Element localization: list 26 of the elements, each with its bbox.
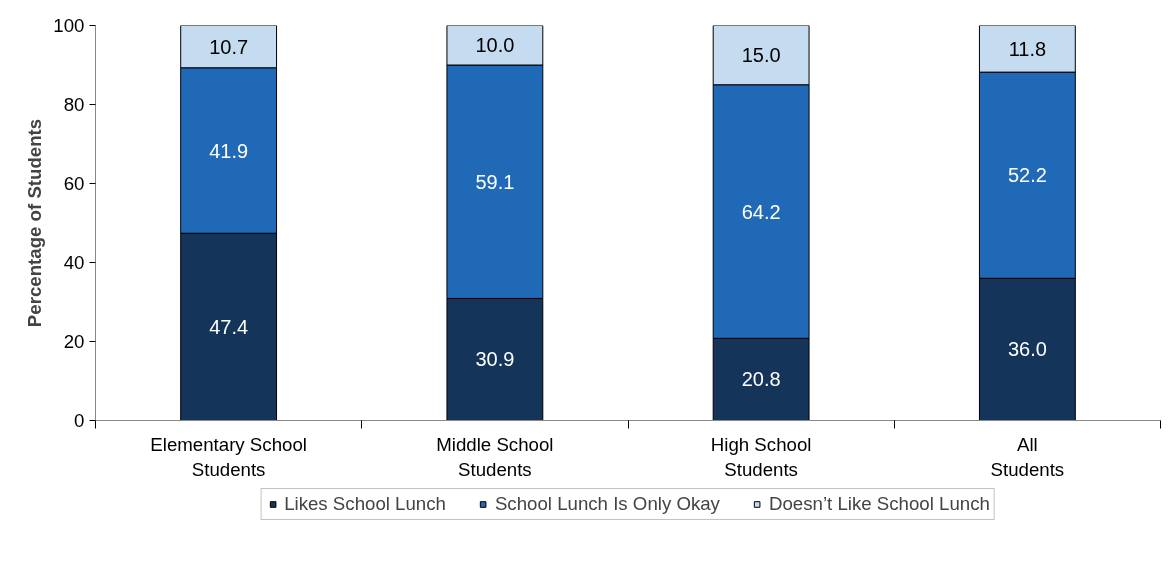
y-tick-label: 0 [74, 410, 85, 431]
x-tick-label: Middle School Students [436, 433, 554, 480]
data-label: 10.7 [209, 35, 249, 58]
data-label: 47.4 [209, 315, 249, 338]
data-label: 59.1 [475, 170, 515, 193]
data-label: 11.8 [1008, 37, 1047, 60]
data-label: 30.9 [475, 348, 515, 371]
y-axis-title: Percentage of Students [24, 118, 46, 328]
data-label: 10.0 [475, 34, 515, 57]
data-label: 41.9 [209, 139, 249, 162]
data-label: 20.8 [741, 368, 781, 391]
x-tick-label: High School Students [710, 433, 812, 480]
legend-label: School Lunch Is Only Okay [494, 493, 720, 515]
y-tick-label: 40 [63, 252, 85, 273]
y-tick-label: 80 [63, 94, 85, 115]
data-label: 64.2 [741, 200, 781, 223]
legend-label: Likes School Lunch [284, 493, 446, 515]
data-label: 52.2 [1007, 164, 1047, 187]
y-tick-label: 100 [53, 15, 85, 36]
y-tick-label: 60 [63, 173, 85, 194]
data-label: 15.0 [741, 44, 781, 67]
legend-label: Doesn’t Like School Lunch [768, 493, 990, 515]
data-label: 36.0 [1007, 338, 1047, 361]
x-tick-label: Elementary School Students [150, 433, 307, 480]
x-tick-label: All Students [990, 433, 1065, 480]
y-tick-label: 20 [63, 331, 85, 352]
